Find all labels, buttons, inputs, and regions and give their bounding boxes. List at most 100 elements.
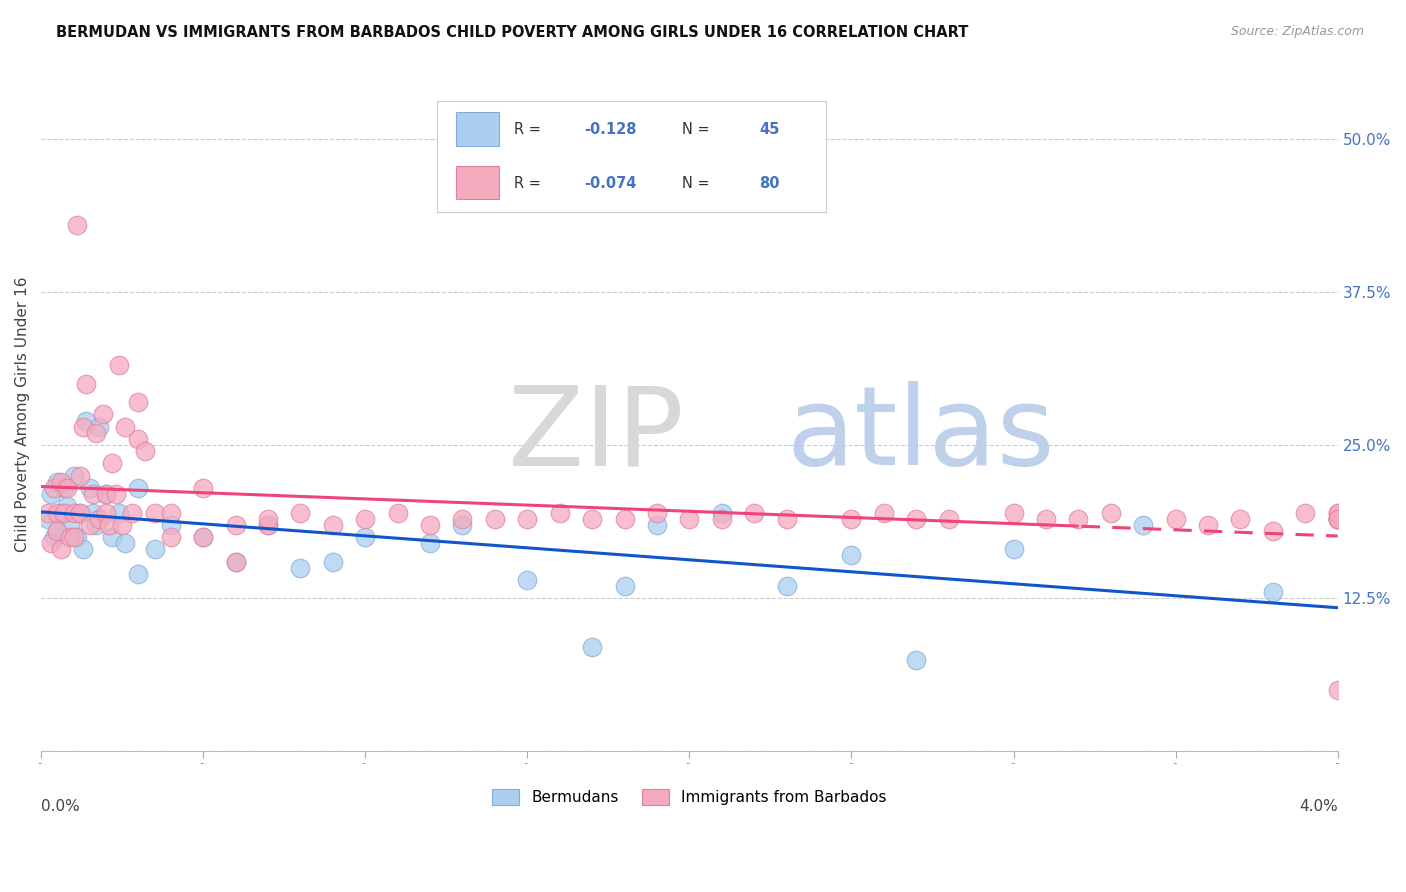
Point (89, 419, 111, 434)
Point (193, 530, 215, 544)
Point (159, 506, 181, 520)
Point (1326, 506, 1348, 520)
Point (101, 457, 124, 471)
Text: BERMUDAN VS IMMIGRANTS FROM BARBADOS CHILD POVERTY AMONG GIRLS UNDER 16 CORRELAT: BERMUDAN VS IMMIGRANTS FROM BARBADOS CHI… (56, 25, 969, 40)
Point (69, 468, 91, 483)
Point (1164, 511, 1187, 525)
Point (710, 511, 733, 525)
Text: atlas: atlas (786, 381, 1054, 488)
Text: 0.0%: 0.0% (41, 798, 80, 814)
Point (49, 506, 72, 520)
Point (613, 511, 636, 525)
Point (1067, 511, 1090, 525)
Point (387, 506, 409, 520)
Point (645, 517, 668, 532)
Point (1326, 683, 1348, 698)
Point (89, 511, 111, 525)
Point (613, 579, 636, 593)
Point (225, 555, 247, 569)
Point (76, 376, 98, 391)
Point (37, 511, 59, 525)
Point (82, 506, 104, 520)
Point (79, 481, 101, 495)
Point (354, 511, 377, 525)
Point (419, 517, 441, 532)
Point (290, 560, 312, 574)
Point (114, 536, 136, 550)
Point (127, 566, 149, 581)
Point (225, 517, 247, 532)
Text: 4.0%: 4.0% (1299, 798, 1337, 814)
Point (322, 517, 344, 532)
Point (62, 506, 84, 520)
Legend: Bermudans, Immigrants from Barbados: Bermudans, Immigrants from Barbados (485, 783, 893, 811)
Point (451, 517, 474, 532)
Point (1326, 511, 1348, 525)
Point (484, 511, 506, 525)
Text: ZIP: ZIP (508, 381, 683, 488)
Point (42, 530, 65, 544)
Point (645, 506, 668, 520)
Point (127, 395, 149, 409)
Point (1294, 506, 1316, 520)
Point (39, 536, 62, 550)
Point (82, 487, 104, 501)
Point (59, 530, 82, 544)
Point (108, 359, 131, 373)
Point (76, 414, 98, 428)
Point (1002, 506, 1025, 520)
Point (451, 511, 474, 525)
Point (69, 506, 91, 520)
Point (193, 530, 215, 544)
Point (66, 218, 89, 232)
Point (37, 506, 59, 520)
Point (1197, 517, 1219, 532)
Point (1035, 511, 1057, 525)
Point (1099, 506, 1122, 520)
Point (52, 506, 75, 520)
Point (111, 517, 134, 532)
Point (516, 511, 538, 525)
Point (46, 524, 69, 538)
Point (134, 444, 156, 458)
Point (873, 506, 896, 520)
Point (66, 530, 89, 544)
Point (39, 487, 62, 501)
Y-axis label: Child Poverty Among Girls Under 16: Child Poverty Among Girls Under 16 (15, 277, 30, 552)
Text: Source: ZipAtlas.com: Source: ZipAtlas.com (1230, 25, 1364, 38)
Point (1132, 517, 1154, 532)
Point (905, 511, 928, 525)
Point (905, 652, 928, 666)
Point (42, 481, 65, 495)
Point (257, 511, 280, 525)
Point (46, 506, 69, 520)
Point (581, 511, 603, 525)
Point (1229, 511, 1251, 525)
Point (94, 487, 117, 501)
Point (69, 506, 91, 520)
Point (742, 506, 765, 520)
Point (516, 573, 538, 587)
Point (79, 517, 101, 532)
Point (59, 517, 82, 532)
Point (84, 517, 107, 532)
Point (72, 542, 94, 557)
Point (72, 419, 94, 434)
Point (62, 468, 84, 483)
Point (98, 517, 121, 532)
Point (127, 481, 149, 495)
Point (46, 524, 69, 538)
Point (1326, 511, 1348, 525)
Point (108, 506, 131, 520)
Point (159, 517, 181, 532)
Point (52, 481, 75, 495)
Point (49, 542, 72, 557)
Point (419, 536, 441, 550)
Point (62, 530, 84, 544)
Point (1326, 506, 1348, 520)
Point (1261, 585, 1284, 599)
Point (257, 517, 280, 532)
Point (104, 487, 127, 501)
Point (143, 506, 166, 520)
Point (548, 506, 571, 520)
